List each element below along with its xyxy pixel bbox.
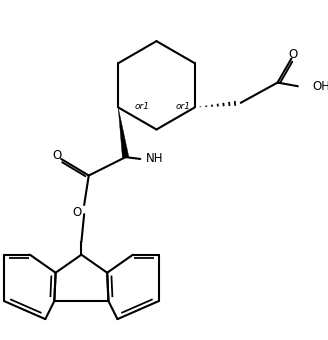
Text: NH: NH: [146, 152, 163, 166]
Text: or1: or1: [135, 102, 150, 111]
Text: OH: OH: [313, 80, 328, 93]
Text: or1: or1: [176, 102, 191, 111]
Polygon shape: [118, 107, 129, 157]
Text: O: O: [52, 149, 61, 162]
Text: O: O: [72, 206, 81, 219]
Text: O: O: [289, 48, 298, 62]
